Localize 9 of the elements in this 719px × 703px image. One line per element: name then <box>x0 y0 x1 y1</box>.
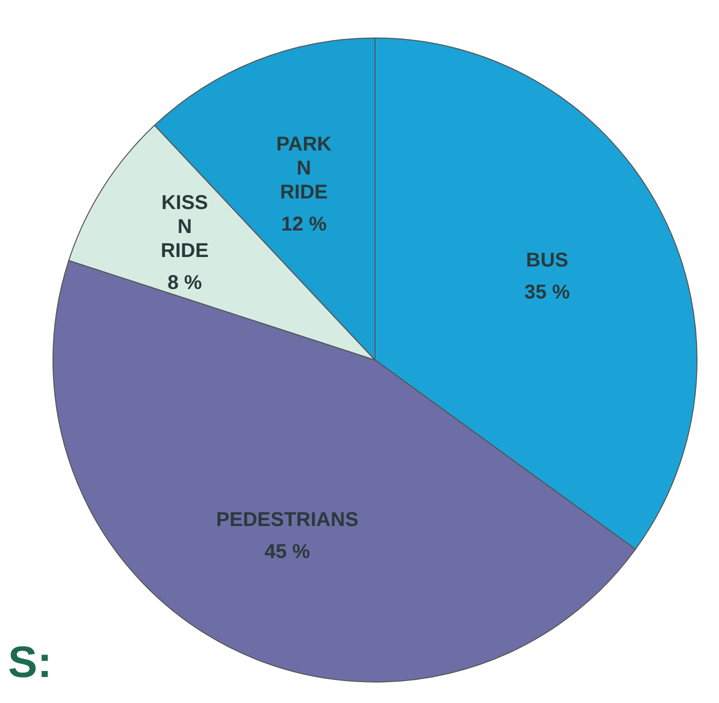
data-label: 12 % <box>281 213 327 236</box>
slice-label: KISS N RIDE <box>160 192 209 262</box>
slice-label: PEDESTRIANS <box>216 509 358 532</box>
data-label: 8 % <box>167 272 202 294</box>
data-label: 35 % <box>524 281 570 304</box>
slice-label: PARK N RIDE <box>276 133 332 204</box>
slice-label: BUS <box>526 249 568 272</box>
text: S: <box>8 638 52 688</box>
data-label: 45 % <box>264 541 310 564</box>
